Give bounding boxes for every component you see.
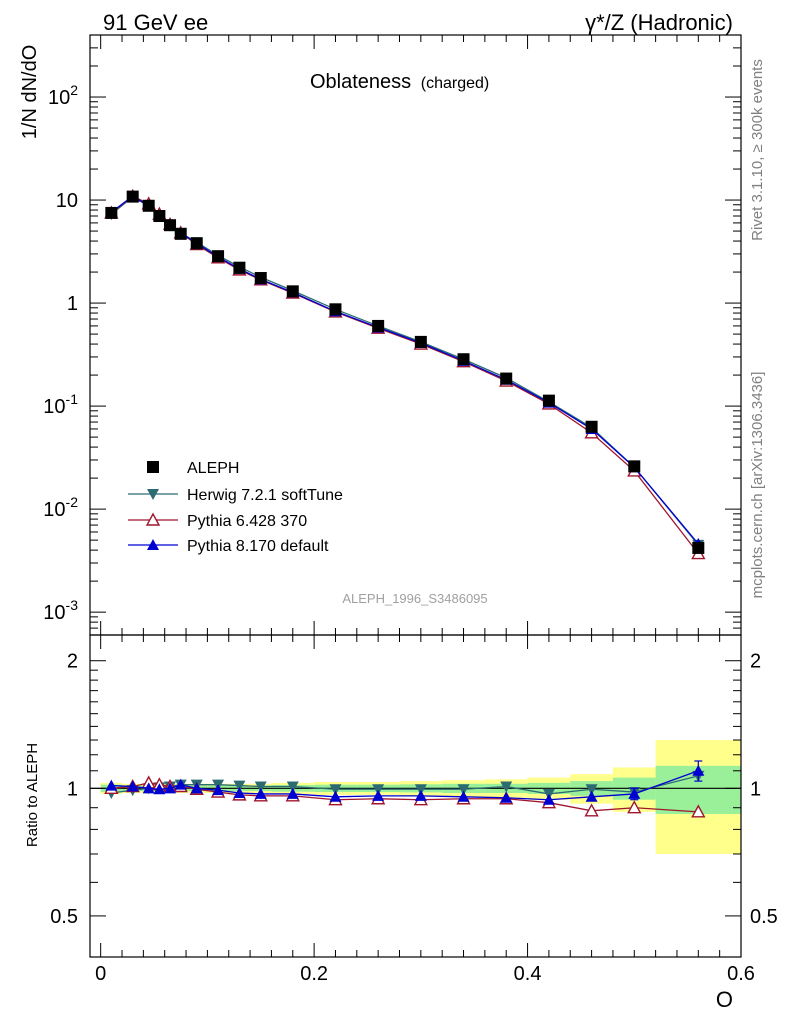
ratio-point-3 (190, 782, 203, 794)
ratio-point-3 (105, 779, 118, 791)
y-tick-label: 10-1 (43, 391, 78, 418)
ratio-tick-label-right: 0.5 (750, 906, 778, 928)
y-tick-label: 10-2 (43, 494, 78, 521)
ratio-point-2 (691, 804, 706, 818)
ratio-point-3 (500, 791, 513, 803)
mcplots-label: mcplots.cern.ch [arXiv:1306.3436] (749, 372, 766, 599)
ratio-point-1 (329, 784, 342, 796)
ratio-point-3 (457, 790, 470, 802)
ratio-point-1 (286, 781, 299, 793)
ratio-point-3 (142, 782, 155, 794)
chart-title-suffix: (charged) (421, 75, 489, 92)
data-point-0 (153, 210, 166, 223)
y-tick-label: 10 (56, 190, 78, 212)
y-tick-label: 1 (67, 293, 78, 315)
ratio-point-3 (372, 789, 385, 801)
main-axis-ticks: 10-3 10-2 10-1 1 10 102 (43, 34, 742, 636)
ratio-point-1 (457, 784, 470, 796)
y-tick-label: 102 (48, 82, 78, 109)
ratio-point-1 (372, 784, 385, 796)
ratio-point-3 (174, 778, 187, 790)
ratio-point-3 (233, 786, 246, 798)
data-point-0 (142, 199, 155, 212)
ratio-axis-ticks: 0 0.2 0.4 0.6 0.5 0.5 1 1 2 2 (50, 635, 778, 985)
data-point-0 (585, 420, 598, 433)
ratio-point-3 (414, 789, 427, 801)
ratio-point-1 (233, 780, 246, 792)
main-series-layer (104, 188, 706, 560)
ratio-series-layer (104, 760, 706, 818)
data-point-0 (500, 372, 513, 385)
data-point-0 (254, 272, 267, 285)
ratio-tick-label: 2 (67, 651, 78, 673)
ratio-point-3 (164, 782, 177, 794)
ratio-tick-label: 1 (67, 778, 78, 800)
legend-marker-2 (145, 512, 161, 526)
ratio-point-1 (414, 784, 427, 796)
ratio-point-3 (126, 780, 139, 792)
ratio-tick-label-right: 1 (750, 778, 761, 800)
ratio-point-3 (542, 793, 555, 805)
legend-label-3: Pythia 8.170 default (187, 538, 329, 555)
data-point-0 (190, 237, 203, 250)
ratio-point-1 (585, 784, 598, 796)
data-point-0 (628, 460, 641, 473)
ratio-plot-frame (89, 634, 742, 958)
x-tick-label: 0.4 (514, 963, 542, 985)
legend-marker-3 (147, 539, 159, 550)
x-tick-label: 0.6 (727, 963, 755, 985)
header-process-label: γ*/Z (Hadronic) (585, 10, 733, 35)
ratio-point-2 (584, 803, 599, 817)
y-tick-label: 10-3 (43, 597, 78, 624)
data-point-0 (174, 227, 187, 240)
chart-title-main: Oblateness (310, 71, 411, 93)
ratio-tick-label: 0.5 (50, 906, 78, 928)
data-point-0 (457, 353, 470, 366)
rivet-version-label: Rivet 3.1.10, ≥ 300k events (749, 59, 766, 241)
ratio-point-3 (329, 790, 342, 802)
data-point-0 (542, 394, 555, 407)
ratio-point-3 (153, 783, 166, 795)
x-axis-label: O (716, 987, 733, 1012)
data-point-0 (164, 219, 177, 232)
legend-marker-0 (147, 461, 159, 473)
legend: ALEPH Herwig 7.2.1 softTune Pythia 6.428 3… (128, 460, 343, 555)
ratio-point-2 (627, 800, 642, 814)
legend-label-0: ALEPH (187, 460, 239, 477)
data-point-0 (105, 206, 118, 219)
data-point-0 (372, 319, 385, 332)
data-point-0 (233, 261, 246, 274)
data-point-0 (329, 303, 342, 316)
ratio-point-1 (254, 781, 267, 793)
data-point-0 (286, 285, 299, 298)
chart-title: Oblateness (charged) (310, 71, 489, 93)
ratio-uncertainty-bands (90, 740, 741, 854)
y-axis-label: 1/N dN/dO (19, 45, 41, 139)
ratio-y-axis-label: Ratio to ALEPH (24, 743, 41, 847)
header-energy-label: 91 GeV ee (103, 10, 208, 35)
ratio-point-1 (500, 781, 513, 793)
x-tick-label: 0 (95, 963, 106, 985)
ratio-point-3 (585, 790, 598, 802)
ratio-point-3 (286, 787, 299, 799)
legend-label-1: Herwig 7.2.1 softTune (187, 487, 343, 504)
analysis-id-label: ALEPH_1996_S3486095 (342, 591, 487, 606)
legend-marker-1 (147, 489, 159, 500)
data-point-0 (126, 190, 139, 203)
legend-label-2: Pythia 6.428 370 (187, 513, 307, 530)
data-point-0 (212, 250, 225, 263)
ratio-point-3 (212, 784, 225, 796)
data-point-0 (414, 335, 427, 348)
ratio-point-3 (254, 787, 267, 799)
ratio-tick-label-right: 2 (750, 651, 761, 673)
data-point-0 (692, 541, 705, 554)
x-tick-label: 0.2 (300, 963, 328, 985)
